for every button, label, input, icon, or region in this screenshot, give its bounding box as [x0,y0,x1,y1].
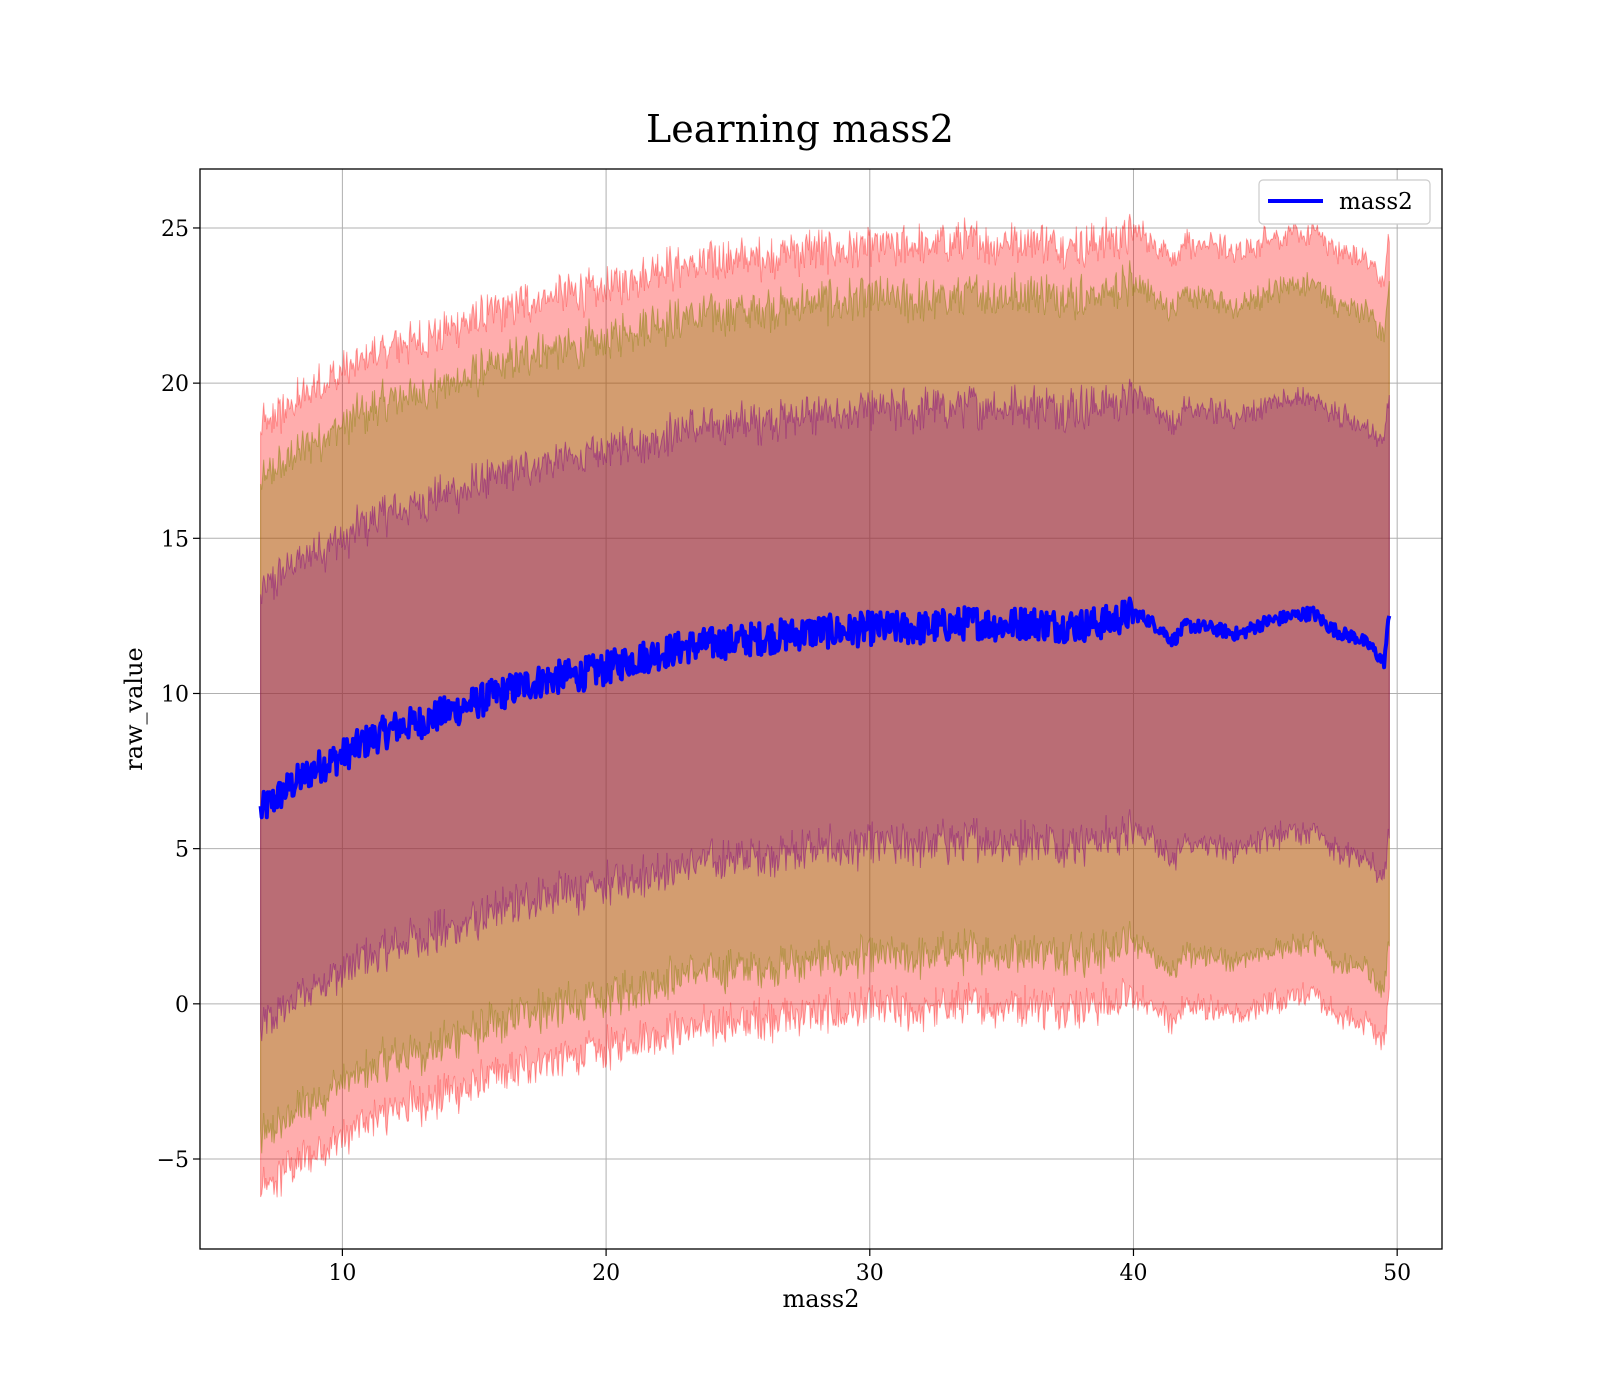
x-tick-label: 10 [328,1261,356,1286]
grid [200,169,1442,1249]
y-tick-label: 20 [161,372,189,397]
legend-box [1258,179,1431,225]
y-tick-label: 0 [175,993,189,1018]
x-tick-label: 40 [1119,1261,1147,1286]
x-tick-label: 20 [592,1261,620,1286]
band-2sigma [260,260,1390,1154]
legend: mass2 [1258,179,1431,225]
y-axis-label: raw_value [120,647,148,771]
x-tick-label: 50 [1383,1261,1411,1286]
plot-area [200,169,1442,1249]
series-lines [258,596,1392,820]
x-axis-ticks: 10 20 30 40 50 [328,1249,1411,1286]
uncertainty-bands [260,213,1390,1198]
band-3sigma [260,213,1390,1198]
x-axis-label: mass2 [783,1285,860,1313]
y-tick-label: 10 [161,682,189,707]
y-axis-ticks: −5 0 5 10 15 20 25 [157,217,200,1173]
y-tick-label: 15 [161,527,189,552]
y-tick-label: 5 [175,838,189,863]
band-1sigma [260,378,1390,1042]
chart-title: Learning mass2 [646,107,954,151]
series-line-mass2 [258,596,1392,820]
y-tick-label: −5 [157,1148,189,1173]
y-tick-label: 25 [161,217,189,242]
legend-label-mass2: mass2 [1339,189,1413,215]
x-tick-label: 30 [856,1261,884,1286]
plot-frame [199,168,1443,1250]
